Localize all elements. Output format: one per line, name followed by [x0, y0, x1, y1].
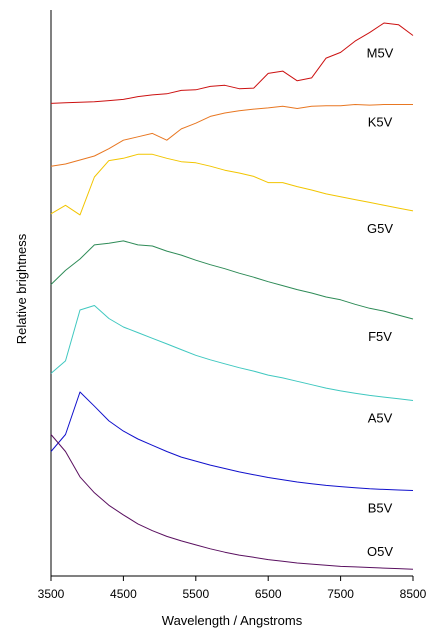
series-label-k5v: K5V — [368, 115, 393, 130]
series-label-m5v: M5V — [367, 45, 394, 60]
series-line-g5v — [50, 153, 414, 216]
series-line-a5v — [50, 305, 414, 401]
series-label-f5v: F5V — [368, 329, 392, 344]
series-group — [50, 22, 414, 570]
x-tick-label: 5500 — [182, 587, 209, 601]
series-line-b5v — [50, 391, 414, 491]
series-line-k5v — [50, 104, 413, 167]
x-ticks: 3500 4500 5500 6500 7500 8500 — [38, 576, 427, 601]
series-label-o5v: O5V — [367, 544, 393, 559]
plot-frame — [50, 10, 413, 577]
x-tick-label: 3500 — [38, 587, 65, 601]
series-label-group: M5V K5V G5V F5V A5V B5V O5V — [367, 45, 394, 559]
series-line-f5v — [50, 240, 414, 320]
x-axis-label: Wavelength / Angstroms — [162, 613, 303, 628]
x-tick-label: 6500 — [255, 587, 282, 601]
y-axis-label: Relative brightness — [14, 233, 29, 344]
x-tick-label: 7500 — [327, 587, 354, 601]
x-tick-label: 8500 — [400, 587, 427, 601]
series-label-g5v: G5V — [367, 221, 393, 236]
series-label-a5v: A5V — [368, 411, 393, 426]
series-label-b5v: B5V — [368, 501, 393, 516]
series-line-o5v — [50, 434, 414, 570]
x-tick-label: 4500 — [110, 587, 137, 601]
series-line-m5v — [50, 22, 414, 104]
